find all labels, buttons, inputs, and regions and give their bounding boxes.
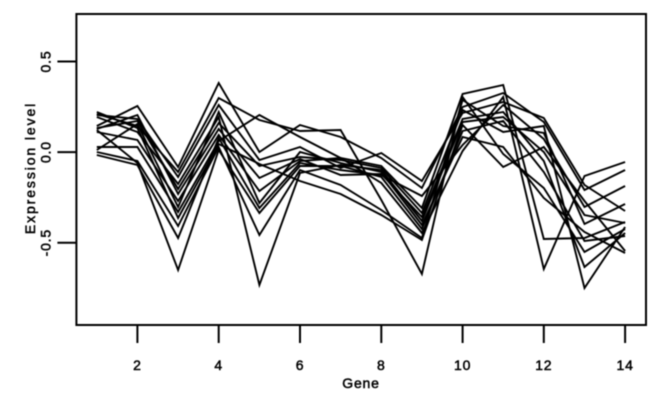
svg-text:-0.5: -0.5 xyxy=(38,229,54,256)
svg-text:0.0: 0.0 xyxy=(38,141,54,163)
svg-text:0.5: 0.5 xyxy=(38,51,54,73)
svg-text:4: 4 xyxy=(214,357,223,373)
svg-text:10: 10 xyxy=(454,357,471,373)
svg-text:14: 14 xyxy=(617,357,634,373)
svg-text:Expression level: Expression level xyxy=(22,102,38,234)
svg-text:2: 2 xyxy=(133,357,142,373)
svg-text:6: 6 xyxy=(296,357,305,373)
svg-text:12: 12 xyxy=(535,357,552,373)
svg-text:8: 8 xyxy=(377,357,386,373)
svg-text:Gene: Gene xyxy=(342,375,379,391)
